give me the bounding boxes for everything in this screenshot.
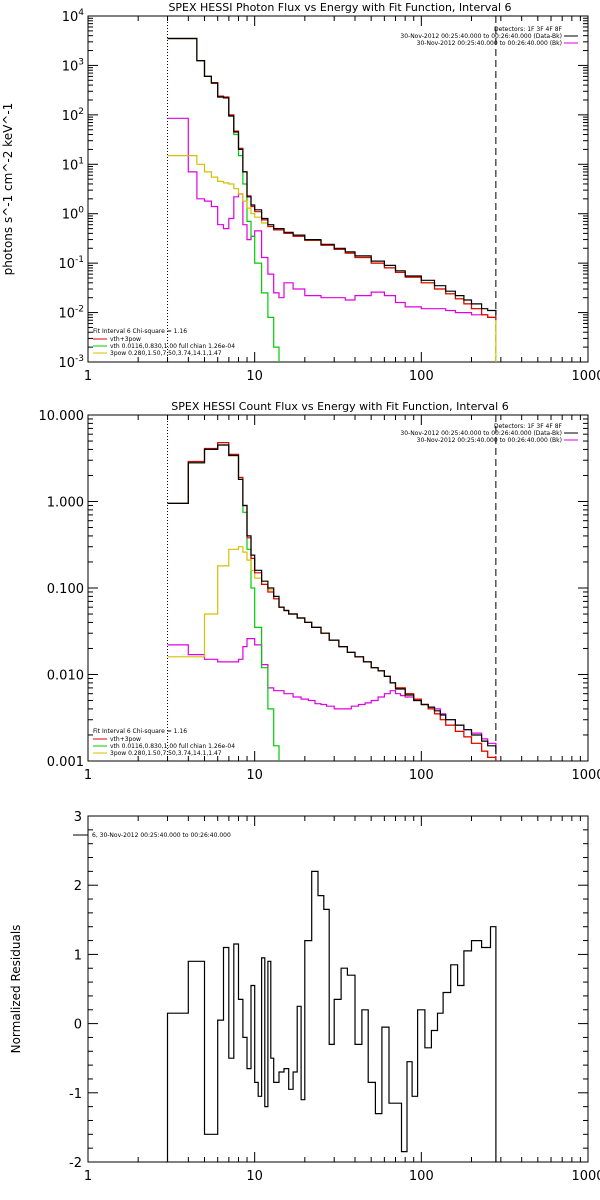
residual-x-tick-label: 1	[84, 1169, 92, 1184]
residual-plot-frame	[87, 815, 589, 1163]
photon-legend-data-bk: 30-Nov-2012 00:25:40.000 to 00:26:40.000…	[400, 33, 562, 40]
photon-y-tick-label: 102	[62, 107, 84, 124]
count-legend-top-right: Detectors: 1F 3F 4F 8F 30-Nov-2012 00:25…	[400, 423, 578, 444]
residual-y-tick-label: 1	[74, 948, 82, 963]
photon-x-tick-label: 1	[84, 369, 92, 384]
count-legend-bottom-left: Fit Interval 6 Chi-square = 1.16 vth+3po…	[93, 728, 235, 757]
residual-series-group	[166, 870, 497, 1162]
photon-legend-power: 3pow 0.280,1.50,7.50,3.74,14.1,1.47	[110, 350, 222, 357]
count-y-tick-label: 0.010	[47, 669, 84, 684]
photon-series-total	[167, 37, 497, 321]
photon-y-tick-label: 100	[62, 206, 85, 223]
photon-series-group	[167, 16, 497, 362]
count-y-tick-label: 1.000	[47, 496, 84, 511]
residual-y-axis-label: Normalized Residuals	[9, 925, 23, 1054]
count-series-group	[167, 415, 497, 761]
photon-legend-fit-interval: Fit Interval 6 Chi-square = 1.16	[93, 328, 187, 335]
photon-series-power	[167, 155, 497, 362]
count-series-bk	[167, 638, 497, 749]
residual-x-tick-label: 10	[246, 1169, 263, 1184]
residual-series-data	[166, 870, 497, 1162]
count-series-total	[167, 442, 497, 761]
photon-legend-detectors: Detectors: 1F 3F 4F 8F	[494, 26, 563, 33]
photon-chart-title: SPEX HESSI Photon Flux vs Energy with Fi…	[168, 1, 511, 14]
photon-y-tick-label: 101	[62, 156, 84, 173]
count-series-data	[167, 444, 497, 755]
count-y-tick-label: 10.000	[39, 409, 85, 424]
count-legend-fit-interval: Fit Interval 6 Chi-square = 1.16	[93, 728, 187, 735]
count-chart-title: SPEX HESSI Count Flux vs Energy with Fit…	[171, 400, 508, 413]
count-series-power	[167, 546, 497, 761]
count-legend-bk: 30-Nov-2012 00:25:40.000 to 00:26:40.000…	[417, 437, 562, 444]
count-x-tick-label: 10	[246, 768, 263, 783]
photon-legend-bottom-left: Fit Interval 6 Chi-square = 1.16 vth+3po…	[93, 328, 235, 357]
count-legend-power: 3pow 0.280,1.50,7.50,3.74,14.1,1.47	[110, 750, 222, 757]
residual-legend: 6, 30-Nov-2012 00:25:40.000 to 00:26:40.…	[73, 832, 231, 839]
residual-legend-text: 6, 30-Nov-2012 00:25:40.000 to 00:26:40.…	[92, 832, 231, 839]
residual-y-tick-label: -1	[69, 1087, 82, 1102]
photon-legend-top-right: Detectors: 1F 3F 4F 8F 30-Nov-2012 00:25…	[400, 26, 578, 47]
count-y-tick-label: 0.100	[47, 582, 84, 597]
photon-legend-thermal: vth 0.0116,0.830,1.00 full chian 1.26e-0…	[110, 343, 235, 350]
panel-count-flux: SPEX HESSI Count Flux vs Energy with Fit…	[39, 400, 600, 783]
photon-legend-total: vth+3pow	[110, 336, 141, 343]
residual-y-tick-label: 2	[74, 879, 82, 894]
photon-legend-bk: 30-Nov-2012 00:25:40.000 to 00:26:40.000…	[417, 40, 562, 47]
count-x-tick-label: 1	[84, 768, 92, 783]
count-y-tick-label: 0.001	[47, 755, 84, 770]
residual-x-tick-label: 100	[409, 1169, 434, 1184]
photon-x-tick-label: 100	[409, 369, 434, 384]
photon-y-tick-label: 103	[62, 57, 84, 74]
photon-series-bk	[167, 117, 496, 318]
photon-y-tick-label: 104	[62, 8, 85, 25]
count-legend-data-bk: 30-Nov-2012 00:25:40.000 to 00:26:40.000…	[400, 430, 562, 437]
residual-y-tick-label: 0	[74, 1018, 82, 1033]
count-series-thermal	[167, 444, 280, 761]
photon-y-tick-label: 10-2	[58, 305, 84, 322]
count-legend-detectors: Detectors: 1F 3F 4F 8F	[494, 423, 563, 430]
count-legend-thermal: vth 0.0116,0.830,1.00 full chian 1.26e-0…	[110, 743, 235, 750]
photon-plot-frame	[87, 15, 589, 363]
photon-y-axis-label: photons s^-1 cm^-2 keV^-1	[1, 103, 15, 276]
count-legend-total: vth+3pow	[110, 736, 141, 743]
photon-y-tick-label: 10-1	[58, 255, 84, 272]
photon-y-tick-label: 10-3	[58, 354, 84, 371]
photon-series-data	[167, 37, 497, 315]
photon-x-tick-label: 10	[246, 369, 263, 384]
residual-y-tick-label: -2	[69, 1156, 82, 1171]
panel-photon-flux: SPEX HESSI Photon Flux vs Energy with Fi…	[1, 1, 600, 384]
photon-series-thermal	[167, 37, 280, 362]
count-x-tick-label: 100	[409, 768, 434, 783]
residual-y-tick-label: 3	[74, 810, 82, 825]
